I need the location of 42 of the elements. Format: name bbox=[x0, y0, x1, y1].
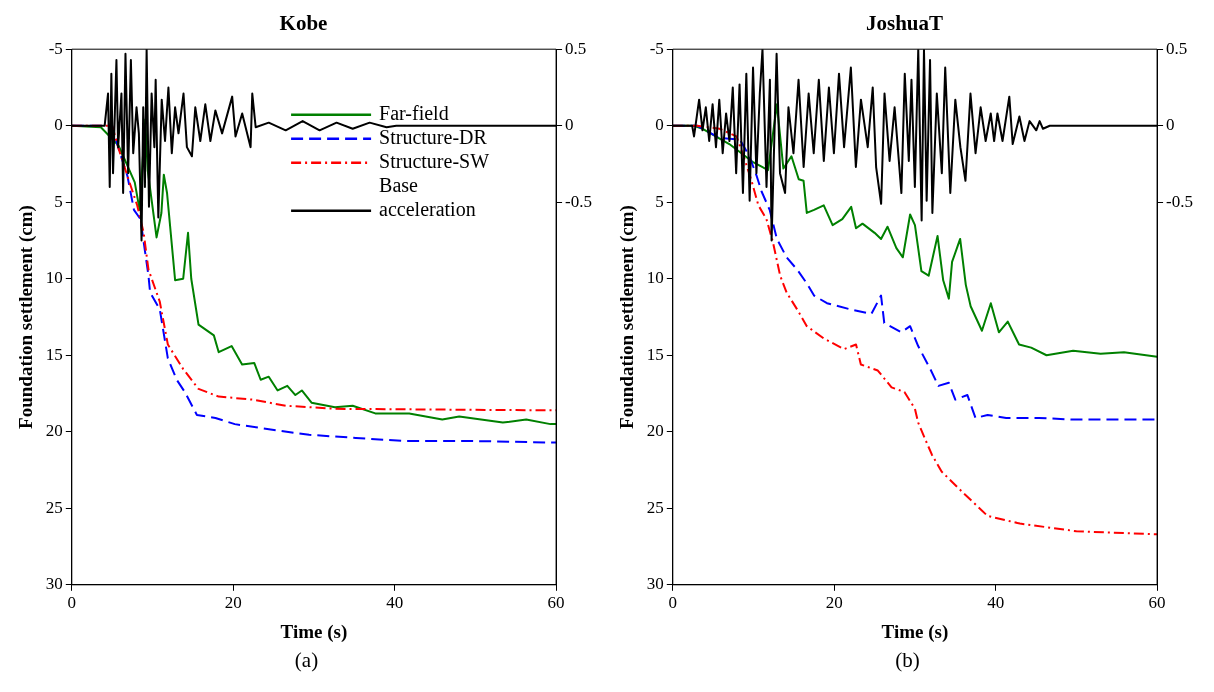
y-tick-label: 25 bbox=[45, 497, 63, 517]
y-tick-label: 30 bbox=[45, 574, 63, 594]
x-tick-label: 20 bbox=[224, 593, 242, 613]
text: (a) bbox=[294, 648, 319, 673]
y-tick-label: 20 bbox=[45, 421, 63, 441]
legend-label: Structure-SW bbox=[379, 150, 490, 173]
y2-tick-label: -0.5 bbox=[565, 191, 593, 211]
y-tick-label: 15 bbox=[646, 344, 664, 364]
x-tick-label: 20 bbox=[825, 593, 843, 613]
x-tick-label: 60 bbox=[1148, 593, 1166, 613]
y-tick-label: 30 bbox=[646, 574, 664, 594]
x-tick-label: 0 bbox=[67, 593, 77, 613]
y2-tick-label: 0.5 bbox=[1166, 38, 1188, 58]
x-axis-title: Time (s) bbox=[881, 620, 949, 643]
y-tick-label: 5 bbox=[54, 191, 63, 211]
x-tick-label: 60 bbox=[547, 593, 565, 613]
chart-title: Kobe bbox=[279, 11, 328, 36]
y-tick-label: -5 bbox=[48, 38, 63, 58]
legend-label: Far-field bbox=[379, 102, 449, 125]
y-axis-title: Foundation settlement (cm) bbox=[616, 205, 639, 429]
y-tick-label: 10 bbox=[45, 268, 63, 288]
y-tick-label: 20 bbox=[646, 421, 664, 441]
y-tick-label: 15 bbox=[45, 344, 63, 364]
y2-tick-label: 0 bbox=[565, 115, 574, 135]
y2-tick-label: -0.5 bbox=[1166, 191, 1194, 211]
y-axis-title: Foundation settlement (cm) bbox=[15, 205, 38, 429]
x-tick-label: 40 bbox=[386, 593, 404, 613]
y-tick-label: -5 bbox=[649, 38, 664, 58]
x-tick-label: 40 bbox=[987, 593, 1005, 613]
x-axis-title: Time (s) bbox=[280, 620, 348, 643]
y-tick-label: 0 bbox=[655, 115, 664, 135]
y-tick-label: 10 bbox=[646, 268, 664, 288]
y-tick-label: 5 bbox=[655, 191, 664, 211]
legend-label: Base acceleration bbox=[379, 174, 476, 221]
y2-tick-label: 0 bbox=[1166, 115, 1175, 135]
legend-label: Structure-DR bbox=[379, 126, 488, 149]
y-tick-label: 25 bbox=[646, 497, 664, 517]
x-tick-label: 0 bbox=[668, 593, 678, 613]
y2-tick-label: 0.5 bbox=[565, 38, 587, 58]
chart-title: JoshuaT bbox=[865, 11, 944, 36]
text: (b) bbox=[895, 648, 920, 673]
y-tick-label: 0 bbox=[54, 115, 63, 135]
